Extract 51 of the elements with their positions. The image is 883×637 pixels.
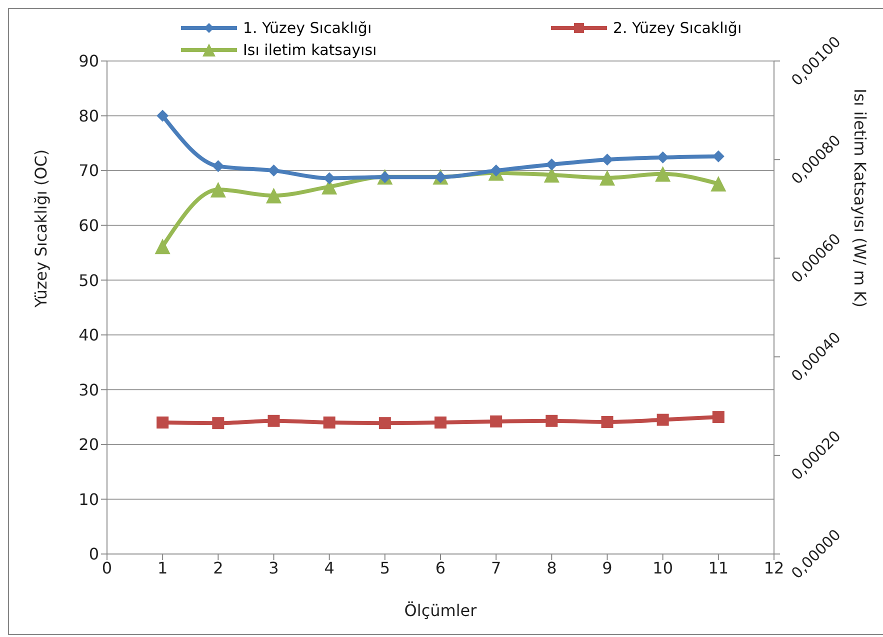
point [434,416,446,429]
point [656,414,669,426]
point [490,415,502,428]
point [210,182,226,198]
y-tick-label: 50 [78,270,99,290]
x-tick-label: 2 [213,558,224,578]
y-axis-title: Yüzey Sıcaklığı (OC) [32,149,51,308]
x-tick-label: 7 [490,558,502,578]
point [546,158,558,171]
y2-axis-title: Isı iletim Katsayısı (W/ m K) [850,88,870,308]
x-tick-label: 5 [380,558,390,578]
y-tick-label: 30 [78,380,99,400]
point [655,166,671,182]
y-tick-label: 60 [78,216,99,236]
y-tick-label: 20 [78,435,99,454]
x-tick-label: 12 [764,558,784,578]
x-tick-label: 8 [546,558,557,578]
point [710,176,726,192]
y-tick-label: 40 [78,326,99,345]
y-tick-label: 10 [78,490,99,509]
x-tick-label: 0 [102,558,112,578]
x-tick-label: 10 [652,558,674,578]
point [212,417,224,430]
point [156,416,169,429]
point [544,167,560,183]
point [601,416,614,428]
point [154,238,170,254]
x-tick-label: 9 [602,558,612,578]
x-tick-label: 4 [324,558,334,578]
legend-label: 1. Yüzey Sıcaklığı [243,19,372,37]
x-tick-label: 11 [708,558,729,578]
x-axis-title: Ölçümler [404,601,478,620]
point [268,164,280,177]
x-tick-label: 6 [435,558,446,578]
x-tick-label: 1 [157,558,168,578]
point [546,414,558,427]
point [599,170,616,186]
point [378,417,391,430]
point [712,411,724,424]
y-tick-label: 90 [78,52,99,71]
legend-label: 2. Yüzey Sıcaklığı [613,19,742,37]
y-tick-label: 0 [88,544,99,564]
legend-label: Isı iletim katsayısı [243,41,377,59]
y-tick-label: 80 [78,106,99,126]
point [323,416,336,429]
x-tick-label: 3 [268,558,279,578]
point [266,188,282,204]
point [156,110,169,122]
point [268,414,280,427]
y-tick-label: 70 [78,161,99,180]
point [212,160,224,172]
